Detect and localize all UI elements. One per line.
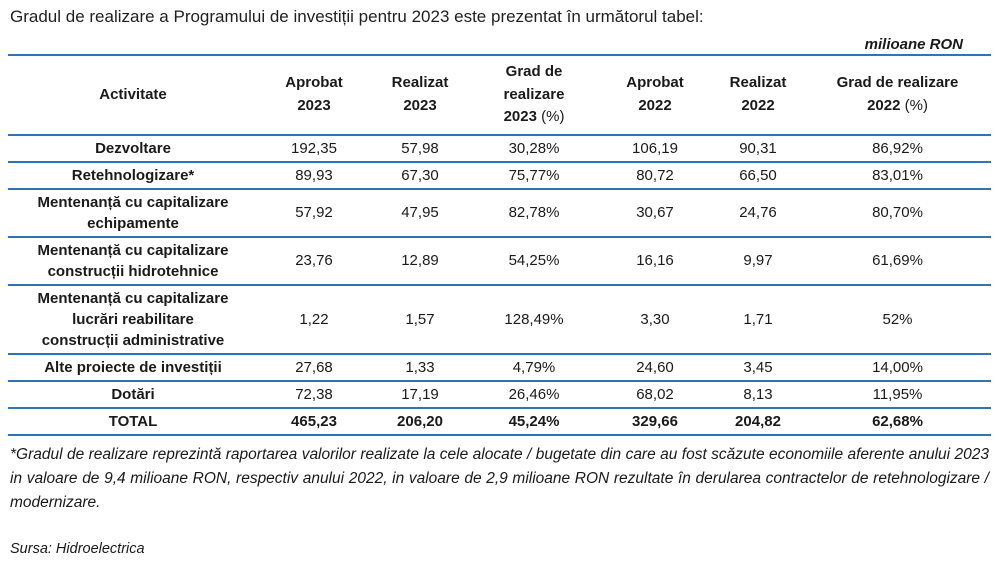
cell-grade-2023: 45,24% (508, 412, 560, 430)
header-grade-2023-label: Grad de realizare 2023 (503, 63, 565, 125)
cell-realized-2023: 17,19 (401, 385, 439, 403)
activity-cell: Dezvoltare (95, 139, 171, 157)
header-grade-2022-pct: (%) (900, 96, 928, 114)
header-grade-2022-label: Grad de realizare 2022 (836, 74, 959, 114)
table-row-mentenanta-echipamente: Mentenanță cu capitalizare echipamente 5… (8, 189, 991, 237)
unit-label: milioane RON (864, 36, 963, 53)
header-approved-2022-label: Aprobat 2022 (626, 74, 684, 114)
header-grade-2023-pct: (%) (536, 108, 565, 125)
header-realized-2022-label: Realizat 2022 (729, 74, 787, 114)
cell-realized-2023: 67,30 (401, 166, 439, 184)
cell-approved-2022: 329,66 (632, 412, 678, 430)
header-realized-2023: Realizat 2023 (370, 55, 470, 136)
cell-realized-2022: 204,82 (735, 412, 781, 430)
header-activity-label: Activitate (99, 85, 167, 103)
footnote: *Gradul de realizare reprezintă raportar… (10, 445, 989, 511)
cell-approved-2022: 80,72 (636, 166, 674, 184)
cell-approved-2022: 16,16 (636, 252, 674, 269)
cell-approved-2023: 57,92 (295, 204, 333, 221)
investments-table: Activitate Aprobat 2023 Realizat 2023 Gr… (8, 54, 991, 436)
table-row-mentenanta-administrative: Mentenanță cu capitalizare lucrări reabi… (8, 285, 991, 354)
header-realized-2023-label: Realizat 2023 (391, 74, 449, 114)
table-row-dezvoltare: Dezvoltare 192,35 57,98 30,28% 106,19 90… (8, 135, 991, 162)
table-row-dotari: Dotări 72,38 17,19 26,46% 68,02 8,13 11,… (8, 381, 991, 408)
cell-grade-2023: 4,79% (512, 358, 556, 376)
header-approved-2023: Aprobat 2023 (258, 55, 370, 136)
page-title: Gradul de realizare a Programului de inv… (10, 7, 704, 26)
cell-approved-2023: 27,68 (295, 358, 333, 376)
cell-grade-2022: 83,01% (872, 166, 923, 184)
cell-approved-2022: 106,19 (632, 139, 678, 157)
cell-approved-2023: 192,35 (291, 139, 337, 157)
cell-realized-2023: 12,89 (401, 252, 439, 269)
header-approved-2022: Aprobat 2022 (598, 55, 712, 136)
activity-cell: Mentenanță cu capitalizare echipamente (37, 193, 229, 232)
cell-grade-2022: 61,69% (872, 252, 923, 269)
cell-realized-2022: 90,31 (739, 139, 777, 157)
cell-realized-2023: 1,57 (405, 310, 435, 328)
cell-approved-2022: 24,60 (636, 358, 674, 376)
cell-approved-2023: 89,93 (295, 166, 333, 184)
cell-grade-2022: 11,95% (872, 385, 923, 403)
cell-grade-2023: 54,25% (508, 252, 560, 269)
cell-grade-2022: 80,70% (872, 204, 923, 221)
cell-realized-2023: 206,20 (397, 412, 443, 430)
table-row-retehnologizare: Retehnologizare* 89,93 67,30 75,77% 80,7… (8, 162, 991, 189)
cell-grade-2023: 82,78% (508, 204, 560, 221)
cell-grade-2023: 128,49% (504, 310, 564, 328)
cell-grade-2023: 75,77% (508, 166, 560, 184)
cell-approved-2022: 68,02 (636, 385, 674, 403)
cell-realized-2023: 47,95 (401, 204, 439, 221)
cell-realized-2022: 9,97 (743, 252, 773, 269)
activity-cell: Retehnologizare* (71, 166, 195, 184)
cell-grade-2022: 52% (882, 310, 913, 328)
activity-cell: Alte proiecte de investiții (44, 358, 222, 376)
header-activity: Activitate (8, 55, 258, 136)
header-grade-2023: Grad de realizare 2023 (%) (470, 55, 598, 136)
activity-cell: Dotări (111, 385, 155, 403)
cell-realized-2022: 66,50 (739, 166, 777, 184)
cell-approved-2023: 23,76 (295, 252, 333, 269)
source-line: Sursa: Hidroelectrica (10, 540, 145, 557)
cell-approved-2023: 72,38 (295, 385, 333, 403)
activity-cell: TOTAL (108, 412, 158, 430)
cell-realized-2023: 57,98 (401, 139, 439, 157)
header-approved-2023-label: Aprobat 2023 (285, 74, 343, 114)
cell-realized-2022: 1,71 (743, 310, 773, 328)
table-row-mentenanta-hidrotehnice: Mentenanță cu capitalizare construcții h… (8, 237, 991, 285)
cell-grade-2022: 86,92% (872, 139, 923, 157)
header-realized-2022: Realizat 2022 (712, 55, 804, 136)
activity-cell: Mentenanță cu capitalizare lucrări reabi… (37, 289, 229, 349)
table-row-total: TOTAL 465,23 206,20 45,24% 329,66 204,82… (8, 408, 991, 435)
cell-grade-2022: 62,68% (872, 412, 923, 430)
cell-realized-2022: 24,76 (739, 204, 777, 221)
header-grade-2022: Grad de realizare 2022 (%) (804, 55, 991, 136)
cell-grade-2023: 26,46% (508, 385, 560, 403)
cell-approved-2022: 3,30 (640, 310, 670, 328)
cell-approved-2022: 30,67 (636, 204, 674, 221)
cell-realized-2022: 8,13 (743, 385, 773, 403)
activity-cell: Mentenanță cu capitalizare construcții h… (37, 241, 229, 280)
header-row: Activitate Aprobat 2023 Realizat 2023 Gr… (8, 55, 991, 136)
cell-grade-2022: 14,00% (872, 358, 923, 376)
cell-realized-2023: 1,33 (405, 358, 435, 376)
cell-approved-2023: 1,22 (299, 310, 329, 328)
table-row-alte-proiecte: Alte proiecte de investiții 27,68 1,33 4… (8, 354, 991, 381)
cell-approved-2023: 465,23 (291, 412, 337, 430)
cell-realized-2022: 3,45 (743, 358, 773, 376)
cell-grade-2023: 30,28% (508, 139, 560, 157)
